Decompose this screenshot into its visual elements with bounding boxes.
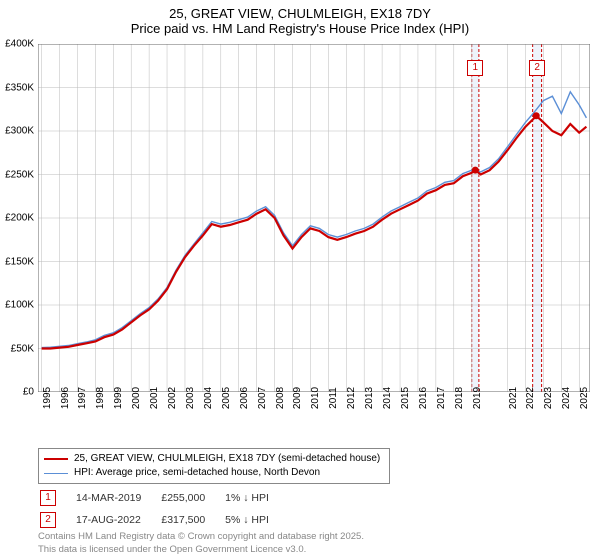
x-axis-label: 2005 [221,387,232,409]
x-axis-label: 2011 [328,387,339,409]
y-axis-label: £300K [0,126,34,137]
y-axis-label: £150K [0,256,34,267]
x-axis-label: 1996 [60,387,71,409]
footer-attribution: Contains HM Land Registry data © Crown c… [38,531,364,556]
x-axis-label: 2014 [382,387,393,409]
x-axis-label: 2017 [436,387,447,409]
table-row: 2 17-AUG-2022£317,5005% ↓ HPI [40,510,287,530]
x-axis-label: 2004 [203,387,214,409]
legend-label: 25, GREAT VIEW, CHULMLEIGH, EX18 7DY (se… [74,452,380,466]
x-axis-label: 2018 [454,387,465,409]
x-axis-label: 2002 [167,387,178,409]
legend-swatch [44,458,68,460]
sale-price: £317,500 [161,510,223,530]
x-axis-label: 2019 [472,387,483,409]
x-axis-label: 2015 [400,387,411,409]
title-address: 25, GREAT VIEW, CHULMLEIGH, EX18 7DY [0,6,600,21]
footer-line2: This data is licensed under the Open Gov… [38,544,364,556]
sale-delta: 5% ↓ HPI [225,510,287,530]
x-axis-label: 2013 [364,387,375,409]
legend-swatch [44,473,68,474]
title-subtitle: Price paid vs. HM Land Registry's House … [0,21,600,36]
x-axis-label: 1998 [95,387,106,409]
x-axis-label: 1995 [42,387,53,409]
x-axis-label: 1999 [113,387,124,409]
footer-line1: Contains HM Land Registry data © Crown c… [38,531,364,543]
x-axis-label: 2003 [185,387,196,409]
x-axis-label: 2023 [543,387,554,409]
y-axis-label: £200K [0,213,34,224]
annotation-marker: 1 [467,60,483,76]
sale-delta: 1% ↓ HPI [225,488,287,508]
x-axis-label: 2008 [275,387,286,409]
x-axis-label: 2010 [310,387,321,409]
x-axis-label: 2012 [346,387,357,409]
x-axis-label: 2016 [418,387,429,409]
x-axis-label: 2007 [257,387,268,409]
x-axis-label: 2024 [561,387,572,409]
sale-price: £255,000 [161,488,223,508]
x-axis-label: 2009 [292,387,303,409]
x-axis-label: 2022 [525,387,536,409]
legend-label: HPI: Average price, semi-detached house,… [74,466,320,480]
sale-date: 14-MAR-2019 [76,488,159,508]
y-axis-label: £50K [0,343,34,354]
sale-marker-box: 2 [40,512,56,528]
y-axis-label: £350K [0,82,34,93]
x-axis-label: 1997 [77,387,88,409]
y-axis-label: £400K [0,39,34,50]
table-row: 1 14-MAR-2019£255,0001% ↓ HPI [40,488,287,508]
x-axis-label: 2025 [579,387,590,409]
x-axis-label: 2000 [131,387,142,409]
chart-container: 25, GREAT VIEW, CHULMLEIGH, EX18 7DY Pri… [0,0,600,560]
legend: 25, GREAT VIEW, CHULMLEIGH, EX18 7DY (se… [38,448,390,484]
sales-table: 1 14-MAR-2019£255,0001% ↓ HPI 2 17-AUG-2022… [38,486,289,532]
y-axis-label: £100K [0,300,34,311]
legend-item: 25, GREAT VIEW, CHULMLEIGH, EX18 7DY (se… [44,452,384,466]
y-axis-label: £250K [0,169,34,180]
x-axis-label: 2021 [508,387,519,409]
sale-date: 17-AUG-2022 [76,510,159,530]
y-axis-label: £0 [0,387,34,398]
chart-svg [38,44,590,392]
annotation-marker: 2 [529,60,545,76]
x-axis-label: 2006 [239,387,250,409]
x-axis-label: 2001 [149,387,160,409]
legend-item: HPI: Average price, semi-detached house,… [44,466,384,480]
title-block: 25, GREAT VIEW, CHULMLEIGH, EX18 7DY Pri… [0,0,600,36]
sale-marker-box: 1 [40,490,56,506]
